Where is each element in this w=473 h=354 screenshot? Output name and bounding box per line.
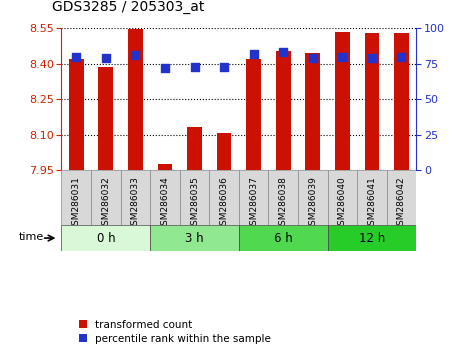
Bar <box>121 170 150 225</box>
Text: GSM286031: GSM286031 <box>72 177 81 232</box>
Point <box>250 51 257 57</box>
Bar <box>394 33 409 170</box>
Point <box>102 55 110 61</box>
Text: GSM286037: GSM286037 <box>249 177 258 232</box>
Text: GSM286036: GSM286036 <box>219 177 228 232</box>
Bar <box>69 59 84 170</box>
Bar <box>61 170 91 225</box>
Bar <box>335 32 350 170</box>
Point <box>280 50 287 55</box>
Text: GSM286042: GSM286042 <box>397 177 406 231</box>
Text: 6 h: 6 h <box>274 232 293 245</box>
Point <box>368 55 376 61</box>
Point <box>398 54 405 59</box>
Text: 0 h: 0 h <box>96 232 115 245</box>
Point <box>220 64 228 69</box>
Bar <box>98 67 113 170</box>
Point <box>339 54 346 59</box>
Bar <box>158 164 172 170</box>
Text: GSM286033: GSM286033 <box>131 177 140 232</box>
Text: GDS3285 / 205303_at: GDS3285 / 205303_at <box>52 0 204 14</box>
Text: time: time <box>18 232 44 242</box>
Bar <box>239 170 269 225</box>
Text: GSM286040: GSM286040 <box>338 177 347 231</box>
Point <box>191 64 198 69</box>
Text: GSM286039: GSM286039 <box>308 177 317 232</box>
Bar <box>246 59 261 170</box>
Point <box>72 54 80 59</box>
Bar <box>327 170 357 225</box>
Bar <box>327 225 416 251</box>
Bar <box>91 170 121 225</box>
Bar <box>150 225 239 251</box>
Legend: transformed count, percentile rank within the sample: transformed count, percentile rank withi… <box>79 320 271 344</box>
Point <box>161 65 169 71</box>
Text: GSM286038: GSM286038 <box>279 177 288 232</box>
Bar <box>209 170 239 225</box>
Bar <box>268 170 298 225</box>
Bar <box>180 170 209 225</box>
Text: GSM286032: GSM286032 <box>101 177 110 231</box>
Text: GSM286034: GSM286034 <box>160 177 169 231</box>
Bar <box>217 133 231 170</box>
Bar <box>387 170 416 225</box>
Point <box>309 55 316 61</box>
Text: 3 h: 3 h <box>185 232 204 245</box>
Bar <box>150 170 180 225</box>
Text: 12 h: 12 h <box>359 232 385 245</box>
Point <box>131 52 139 58</box>
Bar <box>298 170 327 225</box>
Bar <box>357 170 387 225</box>
Text: GSM286041: GSM286041 <box>368 177 377 231</box>
Bar <box>306 53 320 170</box>
Bar <box>61 225 150 251</box>
Bar <box>187 127 202 170</box>
Bar <box>239 225 327 251</box>
Bar <box>276 51 290 170</box>
Bar <box>128 29 143 170</box>
Bar <box>365 33 379 170</box>
Text: GSM286035: GSM286035 <box>190 177 199 232</box>
